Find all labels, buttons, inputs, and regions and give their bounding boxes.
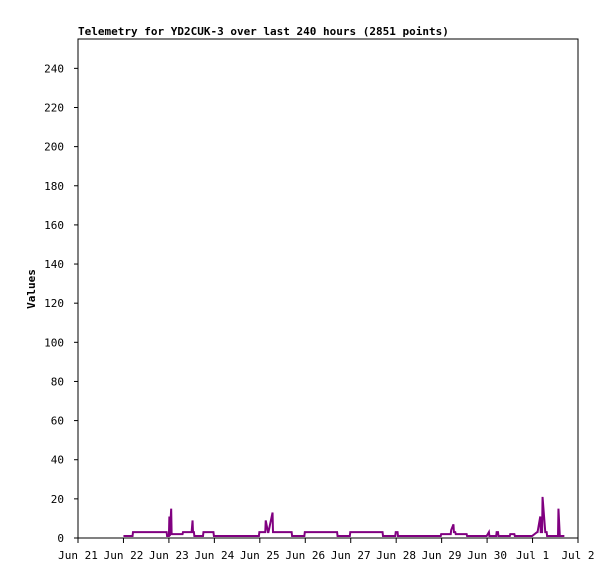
- y-axis-title: Values: [25, 269, 38, 309]
- y-tick-label: 160: [44, 219, 64, 232]
- x-tick-label: Jun 25: [240, 549, 280, 562]
- y-axis: 0 20 40 60 80 100 120 140 160 180 200 220 240: [44, 62, 78, 545]
- y-tick-label: 240: [44, 62, 64, 75]
- x-tick-label: Jun 29: [422, 549, 462, 562]
- telemetry-series-line: [123, 496, 565, 538]
- y-tick-label: 20: [51, 493, 64, 506]
- x-tick-label: Jul 2: [561, 549, 594, 562]
- y-tick-label: 60: [51, 415, 64, 428]
- x-tick-label: Jun 24: [194, 549, 234, 562]
- y-tick-label: 40: [51, 454, 64, 467]
- x-tick-label: Jun 21: [58, 549, 98, 562]
- x-tick-label: Jun 30: [467, 549, 507, 562]
- y-tick-label: 120: [44, 297, 64, 310]
- y-tick-label: 100: [44, 336, 64, 349]
- x-tick-label: Jul 1: [516, 549, 549, 562]
- plot-area-frame: [77, 38, 579, 539]
- x-tick-label: Jun 23: [149, 549, 189, 562]
- y-tick-label: 0: [57, 532, 64, 545]
- series-layer: [123, 496, 565, 538]
- x-tick-label: Jun 22: [104, 549, 144, 562]
- y-tick-label: 220: [44, 101, 64, 114]
- x-axis: Jun 21 Jun 22 Jun 23 Jun 24 Jun 25 Jun 26 Jun …: [58, 538, 595, 562]
- x-tick-label: Jun 28: [376, 549, 416, 562]
- y-tick-label: 180: [44, 180, 64, 193]
- y-tick-label: 80: [51, 375, 64, 388]
- x-tick-label: Jun 27: [331, 549, 371, 562]
- x-tick-label: Jun 26: [285, 549, 325, 562]
- chart-title: Telemetry for YD2CUK-3 over last 240 hou…: [78, 25, 449, 38]
- y-tick-label: 200: [44, 141, 64, 154]
- y-tick-label: 140: [44, 258, 64, 271]
